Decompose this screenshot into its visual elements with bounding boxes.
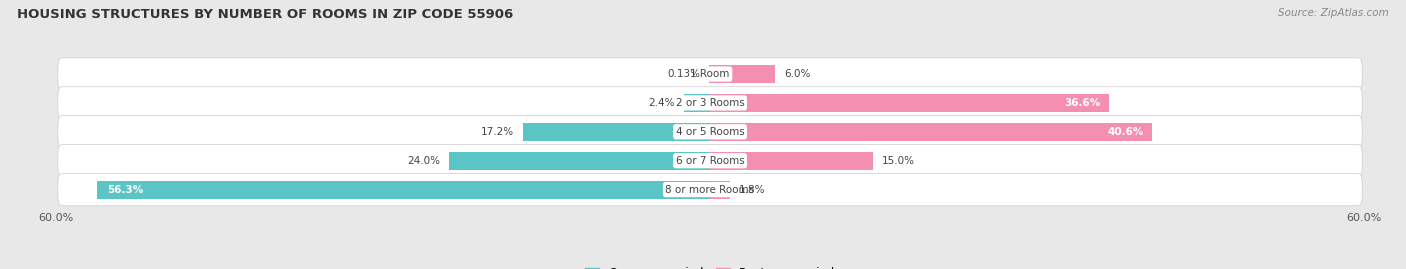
Text: 15.0%: 15.0% (882, 156, 915, 166)
Bar (710, 181, 730, 199)
Text: 2.4%: 2.4% (648, 98, 675, 108)
FancyBboxPatch shape (58, 58, 1362, 90)
Bar (683, 94, 710, 112)
Text: 36.6%: 36.6% (1064, 98, 1099, 108)
Legend: Owner-occupied, Renter-occupied: Owner-occupied, Renter-occupied (579, 263, 841, 269)
Text: 0.13%: 0.13% (666, 69, 700, 79)
Text: 2 or 3 Rooms: 2 or 3 Rooms (676, 98, 744, 108)
Text: 6 or 7 Rooms: 6 or 7 Rooms (676, 156, 744, 166)
Text: 4 or 5 Rooms: 4 or 5 Rooms (676, 127, 744, 137)
Text: 1 Room: 1 Room (690, 69, 730, 79)
FancyBboxPatch shape (58, 144, 1362, 177)
Text: HOUSING STRUCTURES BY NUMBER OF ROOMS IN ZIP CODE 55906: HOUSING STRUCTURES BY NUMBER OF ROOMS IN… (17, 8, 513, 21)
Bar (710, 152, 873, 170)
Text: 56.3%: 56.3% (107, 185, 143, 194)
Text: 1.8%: 1.8% (738, 185, 765, 194)
Text: 6.0%: 6.0% (785, 69, 810, 79)
Text: 24.0%: 24.0% (406, 156, 440, 166)
Bar (710, 123, 1153, 141)
Bar (709, 65, 710, 83)
Bar (449, 152, 710, 170)
Text: Source: ZipAtlas.com: Source: ZipAtlas.com (1278, 8, 1389, 18)
Bar (523, 123, 710, 141)
Bar (97, 181, 710, 199)
Bar (710, 94, 1109, 112)
Text: 40.6%: 40.6% (1108, 127, 1143, 137)
FancyBboxPatch shape (58, 174, 1362, 206)
Bar (710, 65, 776, 83)
FancyBboxPatch shape (58, 116, 1362, 148)
FancyBboxPatch shape (58, 87, 1362, 119)
Text: 8 or more Rooms: 8 or more Rooms (665, 185, 755, 194)
Text: 17.2%: 17.2% (481, 127, 515, 137)
